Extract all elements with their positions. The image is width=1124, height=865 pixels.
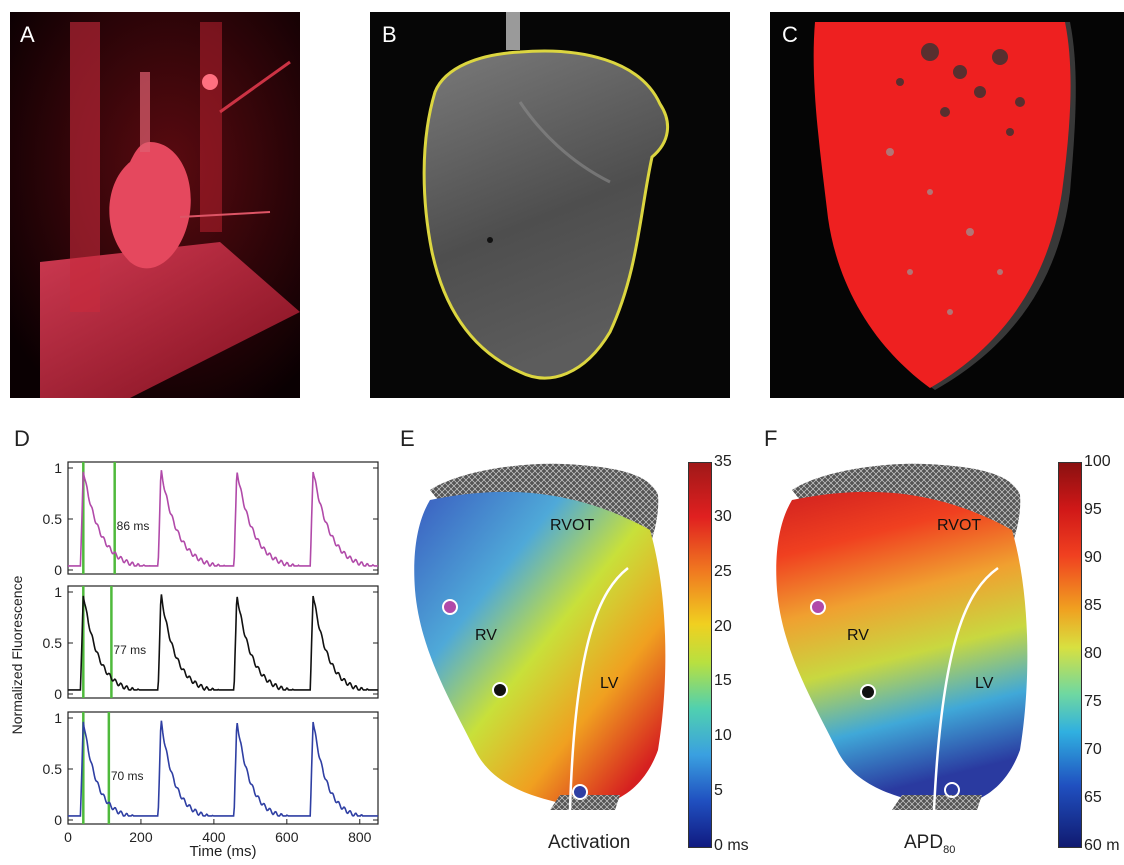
y-tick-label: 1 — [54, 710, 62, 726]
y-tick-label: 0.5 — [43, 635, 63, 651]
colorbar-tick-label: 75 — [1084, 693, 1102, 711]
colorbar-tick-label: 65 — [1084, 789, 1102, 807]
y-axis-label: Normalized Fluorescence — [9, 575, 25, 734]
label-rvot: RVOT — [937, 517, 981, 534]
colorbar-tick-label: 35 — [714, 453, 732, 471]
y-tick-label: 0 — [54, 562, 62, 578]
colorbar-tick-label: 90 — [1084, 549, 1102, 567]
y-tick-label: 1 — [54, 584, 62, 600]
colorbar-tick-label: 70 — [1084, 741, 1102, 759]
magenta-site-marker — [811, 600, 825, 614]
y-tick-label: 0.5 — [43, 511, 63, 527]
y-tick-label: 0.5 — [43, 761, 63, 777]
panel-label-d: D — [14, 426, 30, 452]
x-axis-label: Time (ms) — [190, 843, 257, 860]
x-tick-label: 600 — [275, 829, 299, 845]
panel-label-e: E — [400, 426, 415, 452]
panel-label-c: C — [782, 22, 798, 48]
colorbar-tick-label: 85 — [1084, 597, 1102, 615]
apd-caption-sub: 80 — [943, 844, 955, 856]
activation-colorbar — [688, 462, 712, 848]
blue-site-marker — [573, 785, 587, 799]
panel-label-a: A — [20, 22, 35, 48]
label-rvot: RVOT — [550, 517, 594, 534]
colorbar-tick-label: 30 — [714, 508, 732, 526]
trace-frame — [68, 586, 378, 698]
heart-grayscale-image — [370, 12, 730, 398]
setup-photo — [10, 12, 300, 398]
apd-colorbar — [1058, 462, 1082, 848]
apd-map: RVOT RV LV — [762, 450, 1052, 820]
magenta-site-marker — [443, 600, 457, 614]
colorbar-tick-label: 0 ms — [714, 837, 749, 855]
segmentation-mask-image — [770, 12, 1124, 398]
label-lv: LV — [600, 675, 619, 692]
colorbar-tick-label: 15 — [714, 672, 732, 690]
activation-map: RVOT RV LV — [400, 450, 690, 820]
x-tick-label: 0 — [64, 829, 72, 845]
panel-label-b: B — [382, 22, 397, 48]
y-tick-label: 1 — [54, 460, 62, 476]
apd-annotation: 77 ms — [113, 643, 146, 657]
apd-annotation: 86 ms — [117, 519, 150, 533]
colorbar-tick-label: 60 m — [1084, 837, 1120, 855]
colorbar-tick-label: 5 — [714, 782, 723, 800]
photo-panel-b — [370, 12, 730, 398]
trace-svg: Normalized Fluorescence 0 0.5 1 86 ms 0 0.5 1 77… — [0, 450, 390, 860]
label-rv: RV — [475, 627, 497, 644]
apd-caption-main: APD — [904, 832, 943, 853]
apd-annotation: 70 ms — [111, 769, 144, 783]
black-site-marker — [493, 683, 507, 697]
label-lv: LV — [975, 675, 994, 692]
photo-panel-c — [770, 12, 1124, 398]
panel-label-f: F — [764, 426, 777, 452]
x-tick-label: 200 — [129, 829, 153, 845]
activation-caption: Activation — [548, 832, 630, 854]
y-tick-label: 0 — [54, 812, 62, 828]
black-site-marker — [861, 685, 875, 699]
apd-caption: APD80 — [904, 832, 955, 856]
colorbar-tick-label: 80 — [1084, 645, 1102, 663]
y-tick-label: 0 — [54, 686, 62, 702]
photo-panel-a — [10, 12, 300, 398]
colorbar-tick-label: 20 — [714, 618, 732, 636]
x-tick-label: 800 — [348, 829, 372, 845]
colorbar-tick-label: 95 — [1084, 501, 1102, 519]
colorbar-tick-label: 25 — [714, 563, 732, 581]
colorbar-tick-label: 10 — [714, 727, 732, 745]
trace-chart: Normalized Fluorescence 0 0.5 1 86 ms 0 0.5 1 77… — [0, 450, 390, 860]
colorbar-tick-label: 100 — [1084, 453, 1111, 471]
label-rv: RV — [847, 627, 869, 644]
